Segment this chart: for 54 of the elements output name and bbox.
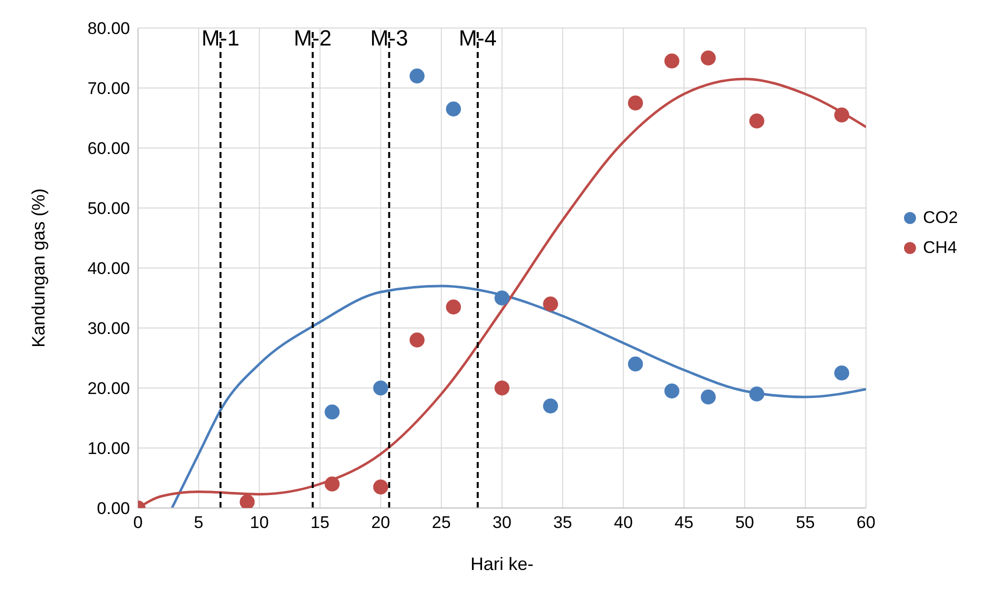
point — [324, 476, 340, 492]
y-tick-label: 30.00 — [87, 319, 130, 338]
x-tick-label: 40 — [614, 513, 633, 532]
y-tick-label: 20.00 — [87, 379, 130, 398]
point — [494, 290, 510, 306]
x-tick-label: 45 — [674, 513, 694, 532]
x-tick-label: 30 — [492, 513, 512, 532]
x-tick-label: 50 — [735, 513, 754, 532]
point — [373, 380, 388, 396]
point — [834, 366, 850, 380]
x-tick-label: 15 — [310, 513, 330, 532]
x-tick-label: 5 — [194, 513, 204, 532]
y-tick-label: 10.00 — [87, 439, 130, 458]
y-tick-label: 40.00 — [87, 259, 130, 278]
x-tick-label: 25 — [432, 513, 451, 532]
point — [749, 386, 764, 402]
point — [446, 300, 461, 314]
ref-line-label: M-4 — [458, 26, 497, 51]
point — [749, 114, 764, 128]
point — [240, 494, 255, 508]
point — [410, 332, 425, 348]
point — [543, 296, 558, 312]
y-axis-title: Kandungan gas (%) — [28, 188, 48, 348]
point — [700, 50, 716, 66]
y-tick-label: 0.00 — [96, 499, 130, 518]
point — [664, 384, 680, 398]
x-tick-label: 60 — [856, 513, 876, 532]
x-tick-label: 55 — [796, 513, 815, 532]
ref-line-label: M-1 — [202, 26, 240, 51]
y-tick-label: 50.00 — [87, 199, 130, 218]
point — [410, 68, 425, 84]
y-tick-label: 60.00 — [87, 139, 130, 158]
x-axis-title: Hari ke- — [470, 554, 534, 574]
x-tick-label: 20 — [371, 513, 390, 532]
point — [543, 398, 558, 414]
point — [628, 356, 643, 372]
line-series — [170, 284, 866, 508]
legend-label: CH4 — [923, 238, 958, 258]
point — [373, 480, 388, 494]
point — [494, 380, 510, 396]
point — [834, 108, 850, 122]
point — [700, 390, 716, 404]
legend-label: CO2 — [923, 208, 958, 228]
x-tick-label: 10 — [250, 513, 269, 532]
point — [628, 96, 643, 110]
x-tick-label: 35 — [553, 513, 572, 532]
point — [664, 54, 680, 68]
y-tick-label: 80.00 — [87, 19, 130, 38]
x-tick-label: 0 — [133, 513, 143, 532]
ref-line-label: M-2 — [294, 26, 332, 51]
point — [446, 102, 461, 116]
point — [324, 404, 340, 420]
ref-line-label: M-3 — [370, 26, 408, 51]
y-tick-label: 70.00 — [87, 79, 130, 98]
